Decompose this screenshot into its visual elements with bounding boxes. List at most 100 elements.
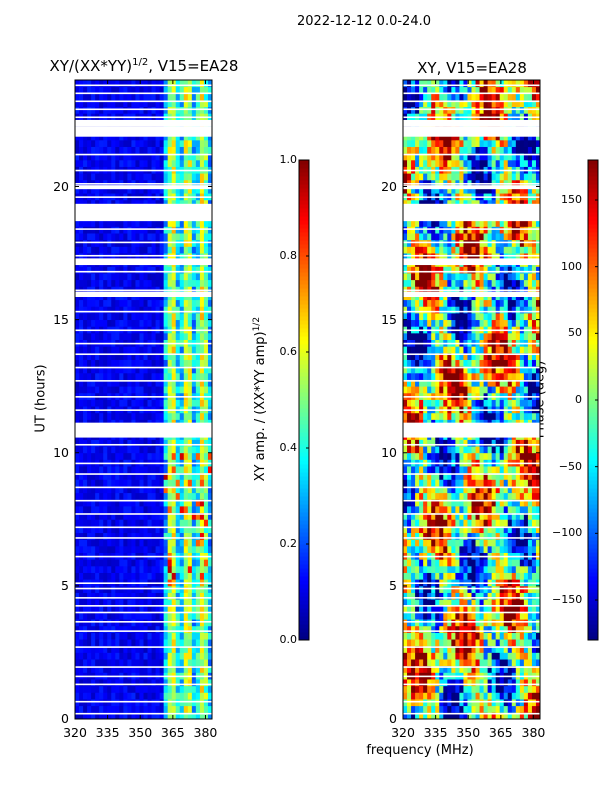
left-heatmap-cell (111, 226, 116, 234)
left-heatmap-cell (119, 545, 124, 553)
left-heatmap-cell (179, 545, 185, 553)
left-heatmap-cell (107, 565, 112, 573)
left-heatmap-cell (163, 685, 169, 693)
left-heatmap-cell (167, 80, 173, 88)
right-heatmap-cell (503, 685, 509, 693)
left-heatmap-cell (167, 99, 173, 108)
left-heatmap-cell (183, 233, 189, 241)
left-heatmap-cell (203, 239, 209, 247)
left-heatmap-cell (79, 645, 84, 653)
right-heatmap-cell (515, 659, 521, 667)
left-heatmap-cell (83, 233, 88, 241)
left-heatmap-cell (91, 332, 96, 340)
left-heatmap-cell (151, 605, 156, 613)
right-heatmap-cell (447, 559, 452, 567)
right-heatmap-cell (407, 499, 412, 507)
left-heatmap-cell (103, 506, 108, 514)
left-heatmap-cell (187, 312, 193, 321)
left-heatmap-cell (155, 246, 161, 254)
left-heatmap-cell (207, 379, 213, 387)
left-heatmap-cell (143, 306, 148, 314)
left-heatmap-cell (147, 359, 152, 367)
right-heatmap-cell (427, 679, 432, 687)
right-heatmap-cell (459, 632, 464, 640)
right-heatmap-cell (511, 545, 517, 553)
left-heatmap-cell (199, 492, 205, 500)
left-colorbar-segment (299, 212, 309, 217)
left-heatmap-cell (87, 486, 92, 494)
left-heatmap-cell (115, 173, 120, 181)
left-heatmap-cell (183, 559, 189, 567)
right-heatmap-cell (435, 539, 440, 547)
left-colorbar-segment (299, 404, 309, 409)
left-heatmap-cell (191, 332, 197, 340)
right-heatmap-cell (455, 705, 460, 713)
left-heatmap-cell (103, 699, 108, 707)
left-heatmap-cell (95, 93, 100, 101)
left-heatmap-cell (175, 692, 181, 700)
right-heatmap-cell (459, 679, 464, 687)
right-heatmap-cell (471, 446, 476, 454)
left-heatmap-cell (187, 86, 193, 94)
right-heatmap-cell (447, 659, 452, 667)
left-heatmap-cell (79, 299, 84, 307)
left-heatmap-cell (199, 153, 205, 161)
right-heatmap-cell (451, 652, 456, 660)
left-heatmap-cell (167, 659, 173, 667)
left-heatmap-cell (123, 479, 128, 487)
left-heatmap-cell (79, 199, 84, 207)
right-heatmap-cell (495, 499, 501, 507)
left-heatmap-cell (179, 312, 185, 321)
left-heatmap-cell (127, 479, 132, 487)
left-heatmap-cell (131, 506, 136, 514)
left-heatmap-cell (155, 592, 161, 600)
left-heatmap-cell (111, 486, 116, 494)
right-heatmap-cell (431, 479, 436, 487)
left-heatmap-cell (119, 559, 124, 567)
right-heatmap-cell (403, 632, 408, 640)
right-heatmap-cell (459, 605, 464, 613)
left-heatmap-cell (95, 692, 100, 700)
left-heatmap-cell (119, 685, 124, 693)
left-heatmap-cell (119, 565, 124, 573)
right-heatmap-cell (411, 479, 416, 487)
left-heatmap-cell (131, 379, 136, 387)
left-heatmap-cell (139, 532, 144, 540)
right-heatmap-cell (535, 665, 541, 673)
right-heatmap-cell (495, 479, 501, 487)
left-heatmap-cell (83, 625, 88, 633)
right-heatmap-cell (535, 472, 541, 480)
left-heatmap-cell (143, 652, 148, 660)
left-heatmap-cell (75, 99, 80, 108)
left-heatmap-cell (139, 173, 144, 181)
right-heatmap-cell (447, 572, 452, 580)
left-heatmap-cell (79, 86, 84, 94)
left-heatmap-cell (163, 539, 169, 547)
left-heatmap-cell (83, 80, 88, 88)
right-heatmap-cell (471, 599, 476, 607)
left-heatmap-cell (159, 472, 165, 480)
left-heatmap-cell (167, 412, 173, 420)
left-heatmap-cell (79, 239, 84, 247)
right-heatmap-cell (443, 692, 448, 700)
left-heatmap-cell (183, 506, 189, 514)
left-heatmap-cell (199, 486, 205, 494)
left-heatmap-cell (87, 379, 92, 387)
right-heatmap-cell (487, 699, 493, 707)
left-heatmap-cell (171, 692, 177, 700)
left-heatmap-cell (195, 539, 201, 547)
left-heatmap-cell (159, 645, 165, 653)
right-heatmap-cell (535, 439, 541, 447)
right-heatmap-cell (527, 466, 533, 474)
right-heatmap-cell (415, 565, 420, 573)
left-heatmap-cell (91, 572, 96, 580)
right-heatmap-cell (423, 525, 428, 534)
left-colorbar-segment (299, 204, 309, 209)
left-data-gap-band (75, 185, 212, 190)
right-heatmap-cell (411, 652, 416, 660)
left-heatmap-cell (107, 199, 112, 207)
left-heatmap-cell (163, 572, 169, 580)
left-heatmap-cell (179, 506, 185, 514)
left-heatmap-cell (159, 699, 165, 707)
right-heatmap-cell (511, 492, 517, 500)
